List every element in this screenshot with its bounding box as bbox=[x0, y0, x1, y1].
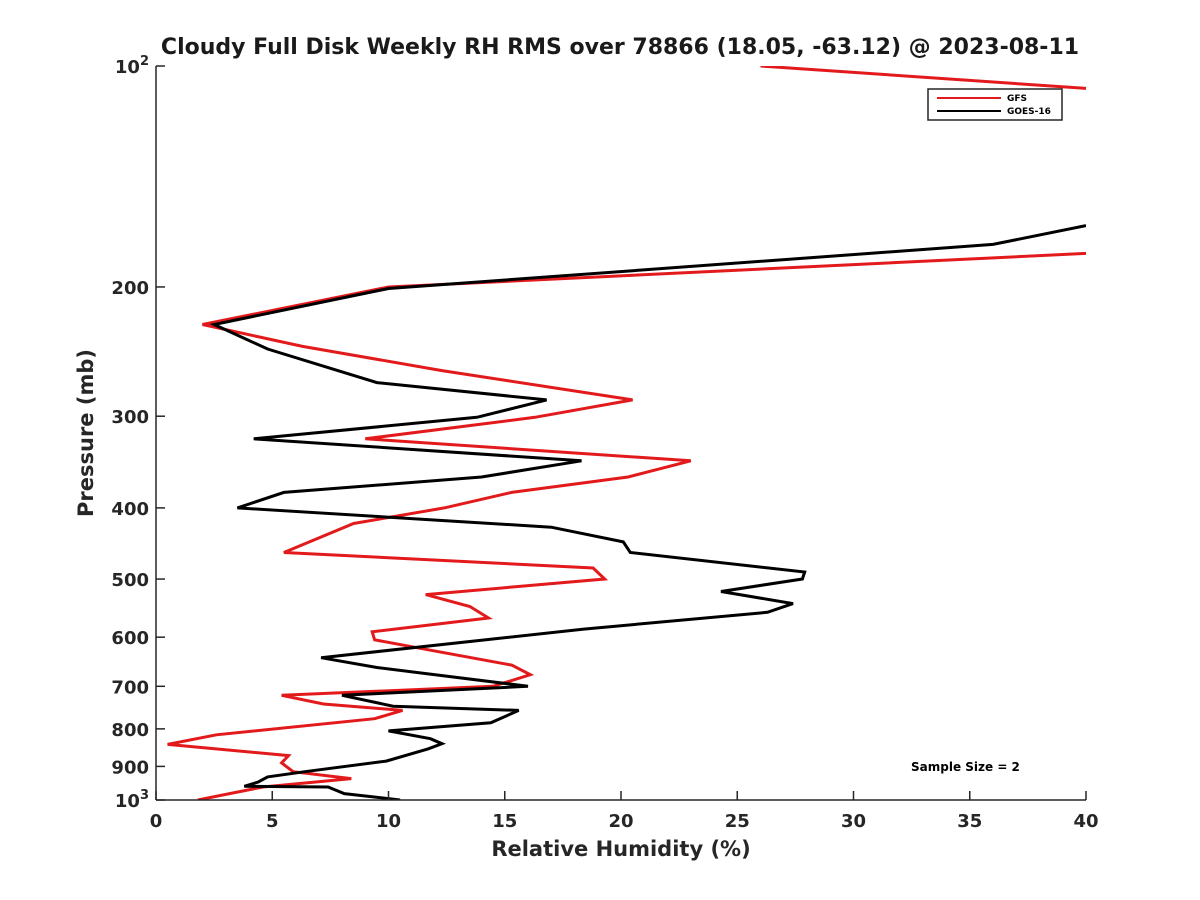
legend-label-goes16: GOES-16 bbox=[1007, 107, 1051, 117]
x-tick-label: 30 bbox=[841, 811, 866, 832]
x-tick-label: 20 bbox=[608, 811, 633, 832]
x-tick-label: 35 bbox=[957, 811, 982, 832]
x-tick-label: 40 bbox=[1073, 811, 1098, 832]
series-line-gfs bbox=[167, 66, 1086, 800]
y-tick-label: 800 bbox=[111, 720, 149, 741]
y-ticks: 102 200 300 400 500 600 700 800 900 103 bbox=[111, 54, 165, 812]
x-axis-label: Relative Humidity (%) bbox=[491, 837, 750, 861]
x-tick-label: 5 bbox=[266, 811, 279, 832]
legend-box bbox=[927, 88, 1063, 121]
sample-size-annotation: Sample Size = 2 bbox=[911, 760, 1020, 774]
y-tick-label: 300 bbox=[111, 407, 149, 428]
series-layer bbox=[167, 66, 1086, 800]
y-tick-label: 103 bbox=[115, 788, 149, 812]
axes-layer bbox=[155, 66, 1086, 801]
x-tick-label: 25 bbox=[725, 811, 750, 832]
y-tick-label: 102 bbox=[115, 54, 149, 78]
y-tick-label: 600 bbox=[111, 628, 149, 649]
y-tick-label: 200 bbox=[111, 278, 149, 299]
x-tick-label: 15 bbox=[492, 811, 517, 832]
y-tick-label: 500 bbox=[111, 570, 149, 591]
series-line-goes16 bbox=[209, 224, 1086, 800]
y-tick-label: 700 bbox=[111, 677, 149, 698]
y-tick-label: 400 bbox=[111, 499, 149, 520]
x-tick-label: 0 bbox=[150, 811, 163, 832]
legend: GFS GOES-16 bbox=[927, 88, 1063, 121]
x-tick-label: 10 bbox=[376, 811, 401, 832]
y-tick-label: 900 bbox=[111, 757, 149, 778]
y-axis-label: Pressure (mb) bbox=[74, 349, 98, 517]
chart-title: Cloudy Full Disk Weekly RH RMS over 7886… bbox=[161, 35, 1079, 60]
legend-label-gfs: GFS bbox=[1007, 94, 1027, 104]
x-ticks: 0 5 10 15 20 25 30 35 40 bbox=[150, 791, 1099, 832]
